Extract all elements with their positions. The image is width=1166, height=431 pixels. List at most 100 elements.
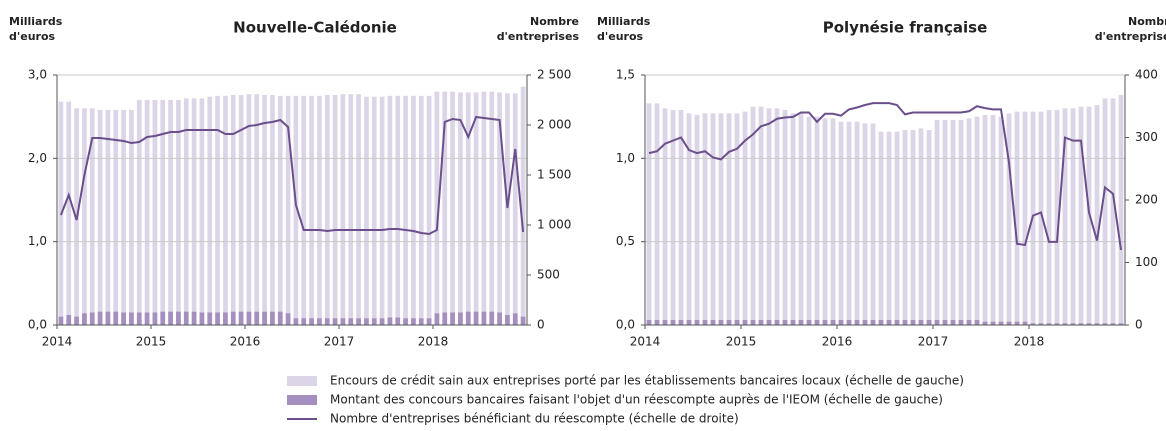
bar: [230, 311, 236, 325]
bar: [434, 91, 440, 326]
bar: [1086, 323, 1092, 325]
bar: [223, 95, 228, 325]
chart-title: Nouvelle-Calédonie: [233, 19, 397, 37]
bar: [750, 106, 756, 326]
x-tick-label: 2016: [230, 335, 261, 349]
bar: [176, 311, 181, 325]
bar: [710, 320, 716, 325]
bar: [790, 113, 796, 325]
y-tick-label: 0,5: [616, 234, 635, 248]
bar: [942, 320, 948, 325]
bar: [105, 110, 111, 325]
bar: [113, 311, 119, 325]
bar: [246, 311, 252, 325]
bar: [403, 95, 408, 325]
bar: [774, 320, 780, 325]
bar: [465, 92, 471, 325]
bar: [1054, 110, 1060, 325]
y2-tick-label: 300: [1135, 130, 1158, 144]
bar: [411, 95, 416, 325]
legend-swatch: [287, 395, 317, 405]
x-tick-label: 2017: [918, 335, 949, 349]
bar: [277, 311, 283, 325]
bar: [870, 123, 876, 325]
bar: [726, 113, 732, 325]
bar: [822, 320, 828, 325]
bar: [152, 100, 158, 325]
bar: [176, 100, 181, 325]
y2-tick-label: 0: [537, 318, 545, 332]
bar: [1038, 323, 1044, 325]
y2-tick-label: 100: [1135, 255, 1158, 269]
bar: [646, 103, 652, 325]
bar: [1046, 323, 1052, 325]
bar: [910, 130, 916, 325]
y-tick-label: 0,0: [28, 318, 47, 332]
bar: [766, 108, 772, 325]
bar: [489, 311, 495, 325]
bar: [838, 320, 844, 325]
bar: [505, 93, 510, 325]
bar: [58, 316, 64, 325]
bar: [512, 93, 518, 325]
bar: [152, 312, 158, 325]
bar: [790, 320, 796, 325]
bar: [990, 115, 996, 325]
bar: [910, 320, 916, 325]
bar: [870, 320, 876, 325]
bar: [990, 321, 996, 325]
y2-axis-label: d'entreprises: [1095, 30, 1166, 43]
bar: [878, 320, 884, 325]
bar: [686, 113, 692, 325]
bar: [950, 320, 956, 325]
bar: [1030, 323, 1036, 325]
bar: [144, 100, 150, 325]
bar: [458, 92, 463, 325]
bar: [894, 320, 900, 325]
bar: [918, 128, 924, 325]
bar: [403, 318, 408, 325]
bar: [1094, 105, 1100, 325]
y-tick-label: 1,0: [616, 151, 635, 165]
bar: [97, 311, 103, 325]
bar: [686, 320, 692, 325]
bar: [270, 311, 275, 325]
bar: [262, 311, 267, 325]
bar: [121, 312, 126, 325]
legend-label: Montant des concours bancaires faisant l…: [330, 393, 943, 407]
bar: [718, 320, 724, 325]
bar: [129, 312, 134, 325]
bar: [1014, 321, 1020, 325]
bar: [710, 113, 716, 325]
bar: [160, 100, 166, 325]
bar: [1006, 113, 1012, 325]
bar: [301, 95, 307, 325]
bar: [1062, 323, 1068, 325]
bar: [1118, 95, 1124, 325]
bar: [520, 316, 526, 325]
bar: [902, 130, 908, 325]
bar: [742, 111, 748, 326]
x-tick-label: 2018: [418, 335, 449, 349]
y-tick-label: 2,0: [28, 151, 47, 165]
bar: [364, 318, 369, 325]
bar: [798, 113, 804, 325]
bar: [1022, 111, 1028, 326]
y-axis-label: d'euros: [597, 30, 644, 43]
bar: [371, 318, 377, 325]
bar: [726, 320, 732, 325]
bar: [520, 86, 526, 326]
legend-swatch: [287, 376, 317, 386]
bar: [694, 115, 700, 325]
x-tick-label: 2015: [726, 335, 757, 349]
bar: [782, 110, 788, 325]
bar: [395, 95, 401, 325]
bar: [894, 131, 900, 325]
x-tick-label: 2015: [136, 335, 167, 349]
bar: [332, 318, 338, 325]
bar: [191, 98, 197, 325]
bar: [136, 100, 142, 325]
bar: [1078, 323, 1084, 325]
bar: [950, 120, 956, 325]
bar: [718, 113, 724, 325]
